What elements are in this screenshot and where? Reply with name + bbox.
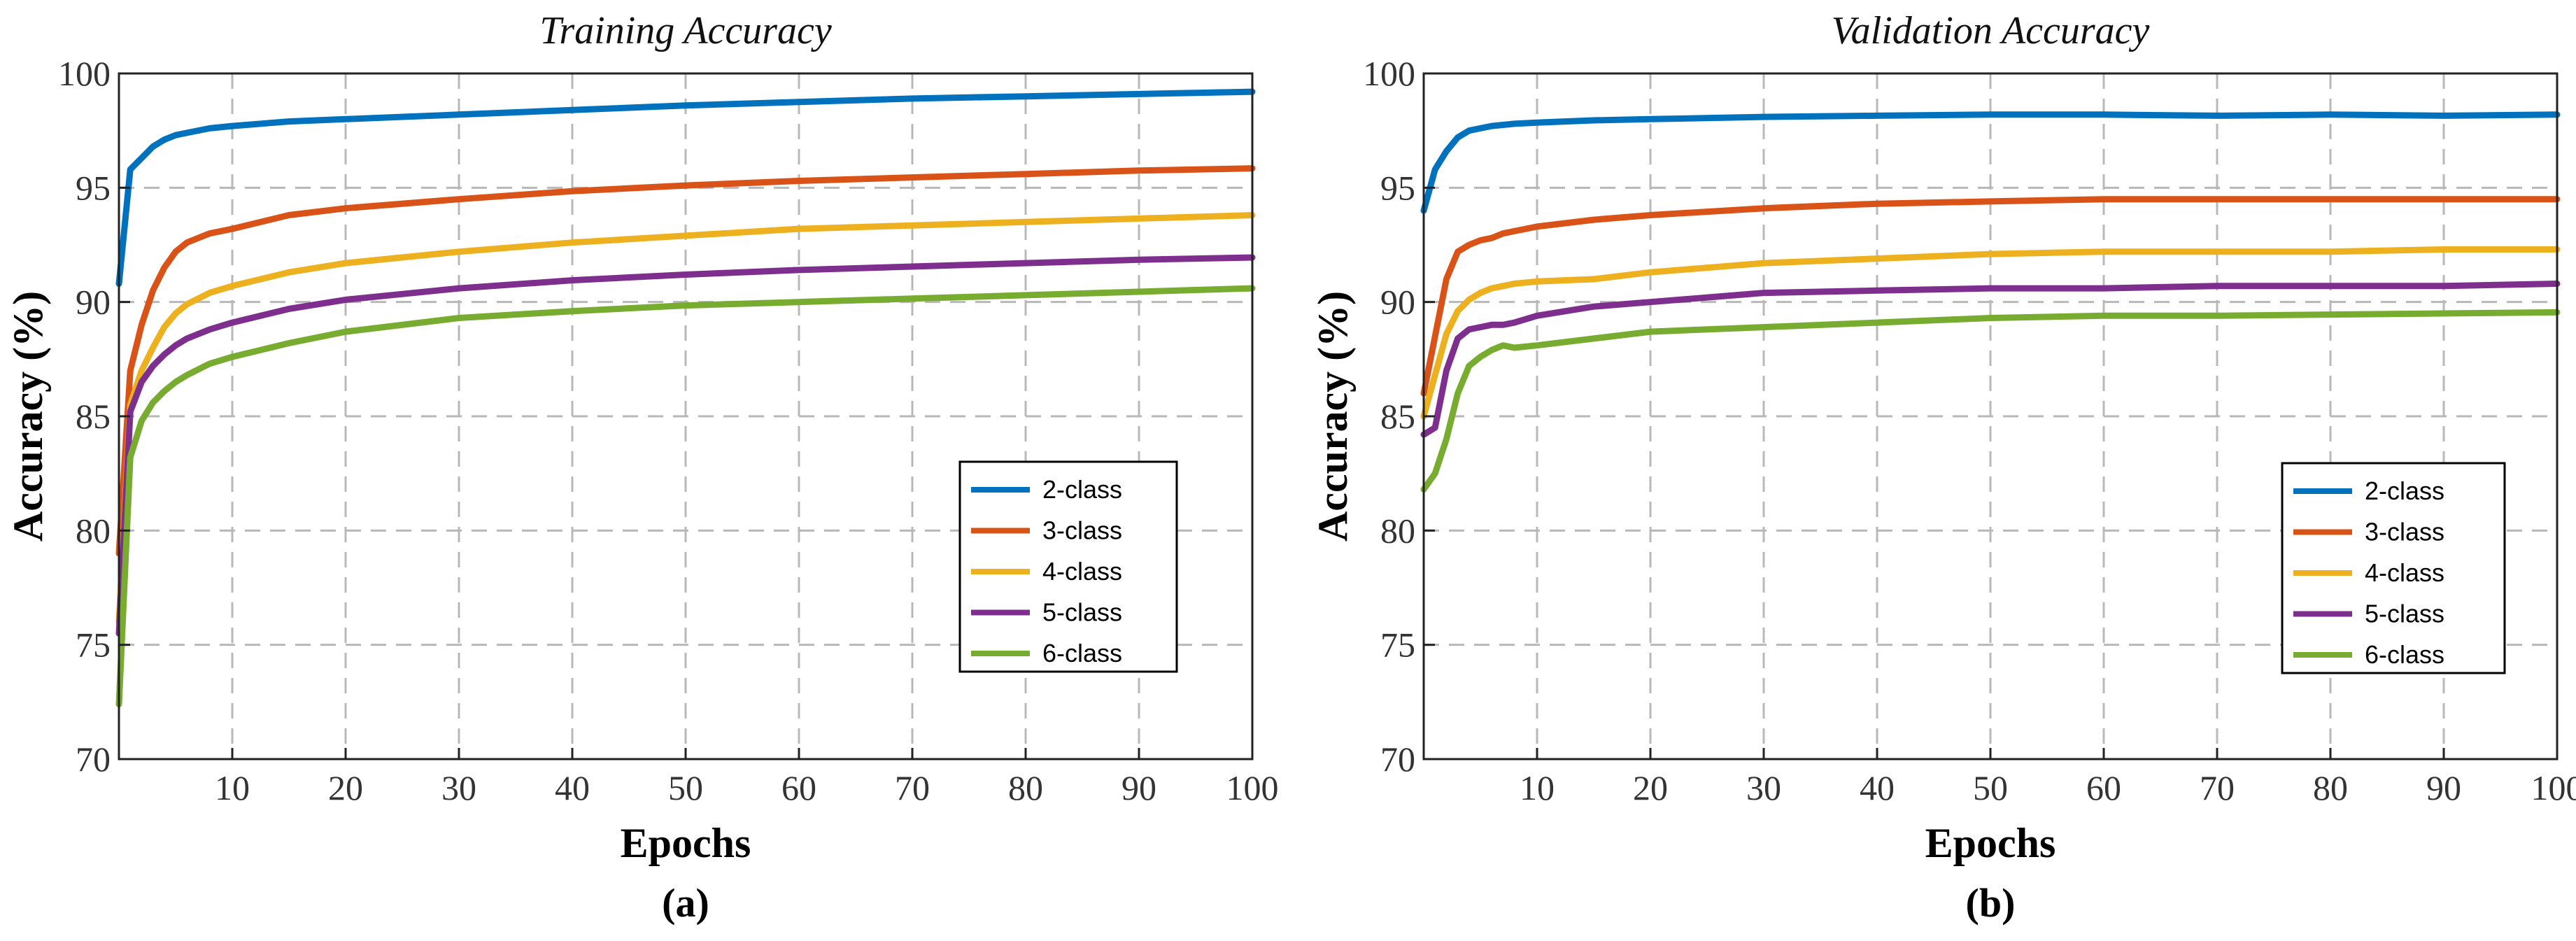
legend-label-2-class: 2-class: [1042, 475, 1122, 504]
x-tick-label: 70: [895, 768, 930, 807]
y-tick-label: 100: [58, 54, 111, 93]
series-line-6-class: [1420, 309, 2561, 493]
y-tick-label: 85: [76, 397, 111, 436]
series-line-4-class: [1420, 246, 2561, 420]
legend-label-4-class: 4-class: [1042, 557, 1122, 586]
panel-caption: (b): [1966, 880, 2016, 926]
x-tick-label: 40: [555, 768, 590, 807]
x-tick-label: 80: [2313, 768, 2348, 807]
x-tick-label: 10: [215, 768, 250, 807]
x-tick-label: 30: [1746, 768, 1781, 807]
y-tick-label: 85: [1380, 397, 1415, 436]
legend-box: [958, 460, 1178, 673]
legend-box: [2281, 462, 2506, 674]
legend: 2-class 3-class 4-class 5-class 6-class: [2281, 462, 2506, 674]
x-tick-label: 30: [441, 768, 476, 807]
series-line-5-class: [115, 254, 1256, 637]
legend: 2-class 3-class 4-class 5-class 6-class: [958, 460, 1178, 673]
legend-label-3-class: 3-class: [1042, 516, 1122, 545]
series-line-2-class: [1420, 111, 2561, 214]
x-tick-label: 100: [2531, 768, 2576, 807]
x-tick-label: 60: [781, 768, 816, 807]
chart-title: Validation Accuracy: [1832, 9, 2150, 52]
chart-title: Training Accuracy: [539, 9, 832, 52]
legend-label-4-class: 4-class: [2365, 558, 2444, 587]
x-tick-label: 100: [1226, 768, 1279, 807]
y-tick-label: 80: [1380, 511, 1415, 550]
y-axis-label: Accuracy (%): [5, 291, 51, 542]
y-tick-label: 75: [1380, 625, 1415, 665]
legend-label-2-class: 2-class: [2365, 476, 2444, 505]
y-tick-label: 95: [76, 168, 111, 207]
y-tick-label: 90: [76, 283, 111, 322]
x-tick-label: 60: [2086, 768, 2121, 807]
y-tick-label: 80: [76, 511, 111, 550]
series-line-6-class: [115, 285, 1256, 708]
validation-accuracy-panel: 10 20 30 40 50 60 70 80 90 100 70 75 80 85 90 95 100 Vali…: [1310, 9, 2576, 926]
legend-label-6-class: 6-class: [2365, 640, 2444, 669]
x-tick-label: 10: [1520, 768, 1555, 807]
legend-label-6-class: 6-class: [1042, 639, 1122, 667]
x-axis-label: Epochs: [621, 820, 751, 866]
x-tick-label: 40: [1860, 768, 1895, 807]
series-line-2-class: [115, 88, 1256, 287]
panel-caption: (a): [662, 880, 709, 926]
y-tick-label: 90: [1380, 283, 1415, 322]
y-axis-label: Accuracy (%): [1310, 291, 1356, 542]
y-tick-label: 100: [1363, 54, 1415, 93]
x-tick-label: 90: [2426, 768, 2461, 807]
series-line-3-class: [115, 165, 1256, 557]
series-line-3-class: [1420, 196, 2561, 397]
legend-label-5-class: 5-class: [2365, 600, 2444, 628]
training-accuracy-panel: 10 20 30 40 50 60 70 80 90 100 70 75 80 85 90 95 100 Trai…: [5, 9, 1279, 926]
x-tick-label: 90: [1121, 768, 1156, 807]
y-tick-label: 95: [1380, 168, 1415, 207]
x-axis-label: Epochs: [1925, 820, 2056, 866]
x-tick-label: 20: [1633, 768, 1668, 807]
x-tick-label: 70: [2200, 768, 2235, 807]
legend-label-3-class: 3-class: [2365, 518, 2444, 546]
y-tick-label: 75: [76, 625, 111, 665]
x-tick-label: 80: [1008, 768, 1043, 807]
series-line-5-class: [1420, 281, 2561, 438]
x-tick-label: 50: [1973, 768, 2008, 807]
series-line-4-class: [115, 212, 1256, 625]
x-tick-label: 20: [328, 768, 363, 807]
x-tick-label: 50: [668, 768, 703, 807]
y-tick-label: 70: [1380, 740, 1415, 779]
y-tick-label: 70: [76, 740, 111, 779]
legend-label-5-class: 5-class: [1042, 598, 1122, 627]
